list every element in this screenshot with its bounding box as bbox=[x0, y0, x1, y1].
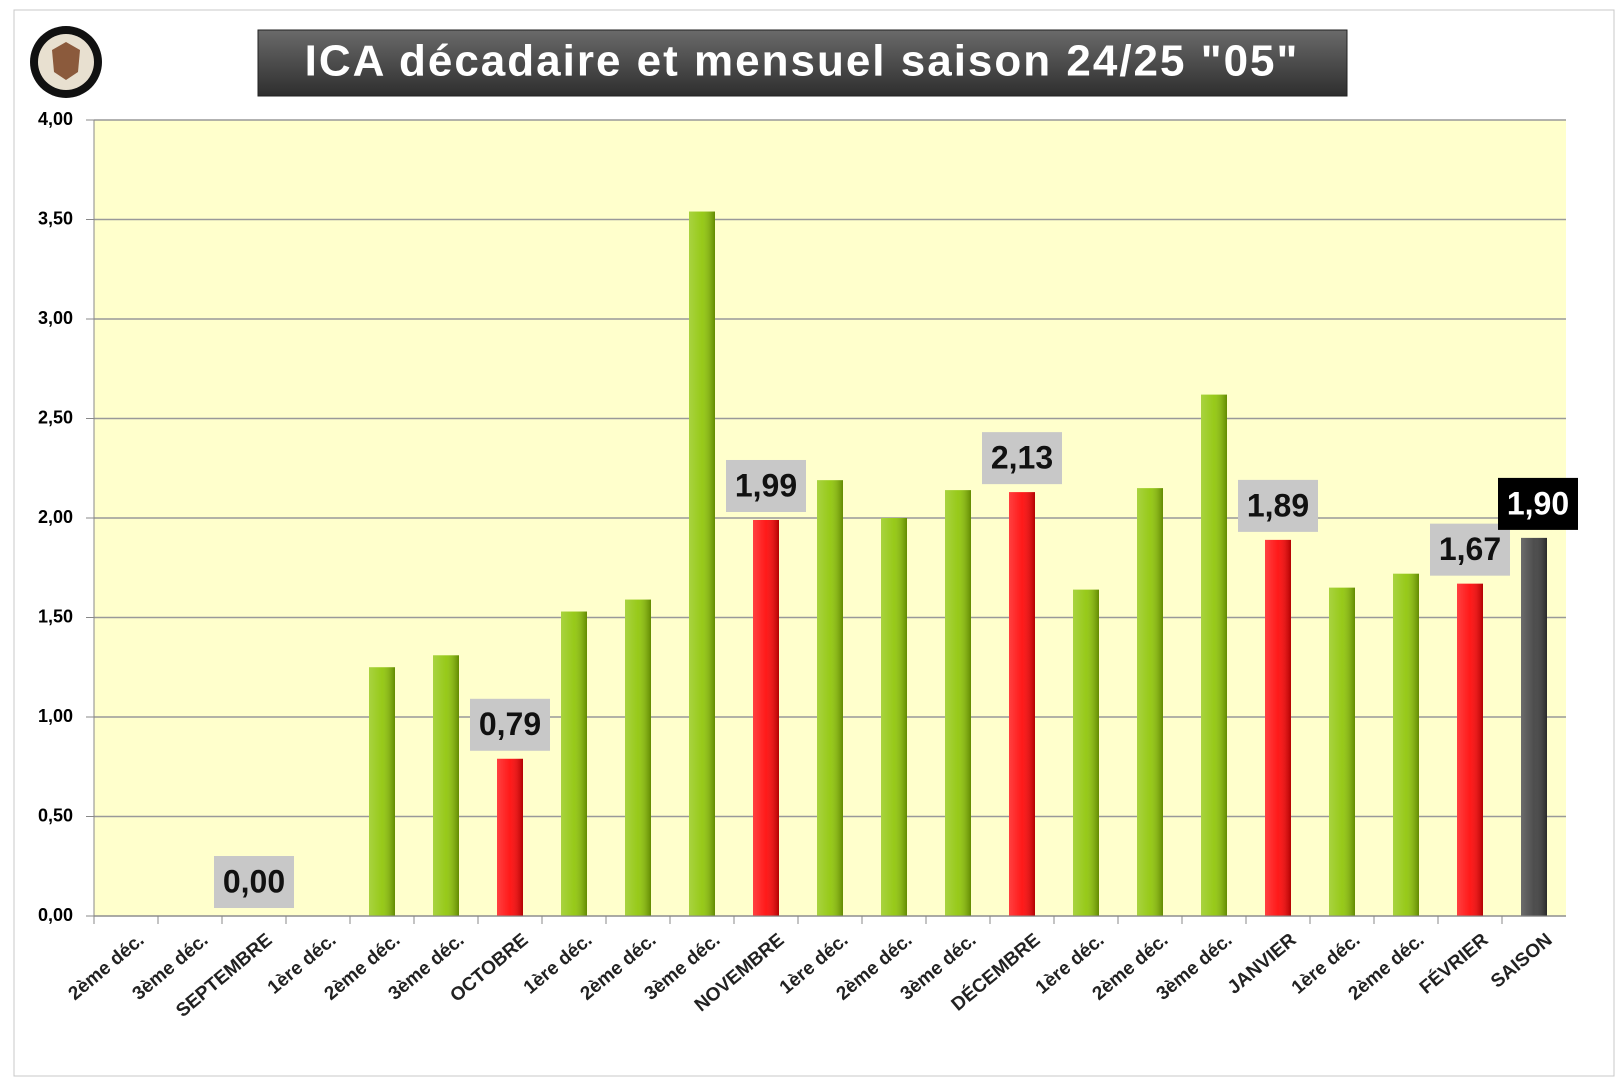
bar-shade bbox=[369, 667, 395, 916]
bar-shade bbox=[1073, 589, 1099, 916]
y-tick-label: 2,50 bbox=[38, 407, 73, 427]
bar-shade bbox=[1009, 492, 1035, 916]
bar-shade bbox=[1393, 573, 1419, 916]
bar-shade bbox=[689, 211, 715, 917]
logo bbox=[30, 26, 102, 98]
value-label-box bbox=[726, 459, 806, 512]
value-label: 1,67 bbox=[1439, 531, 1501, 567]
value-label-box bbox=[1498, 477, 1578, 530]
value-label-box bbox=[214, 856, 294, 908]
y-tick-label: 2,00 bbox=[38, 507, 73, 527]
y-tick-label: 1,50 bbox=[38, 606, 73, 626]
bar-shade bbox=[497, 758, 523, 916]
y-tick-label: 4,00 bbox=[38, 109, 73, 129]
bar-shade bbox=[1521, 537, 1547, 916]
y-tick-label: 3,00 bbox=[38, 308, 73, 328]
bar-shade bbox=[1137, 488, 1163, 916]
value-label: 0,79 bbox=[479, 706, 541, 742]
value-label: 1,90 bbox=[1507, 485, 1569, 521]
value-label: 2,13 bbox=[991, 440, 1053, 476]
value-label-box bbox=[1430, 523, 1510, 576]
bar-shade bbox=[625, 599, 651, 916]
value-label: 0,00 bbox=[223, 863, 285, 899]
y-tick-label: 0,00 bbox=[38, 905, 73, 925]
bar-shade bbox=[1201, 394, 1227, 916]
value-label: 1,89 bbox=[1247, 487, 1309, 523]
bar-shade bbox=[1329, 587, 1355, 916]
value-label-box bbox=[1238, 479, 1318, 532]
y-tick-label: 1,00 bbox=[38, 706, 73, 726]
bar-shade bbox=[561, 611, 587, 916]
bar-shade bbox=[753, 519, 779, 916]
title-box bbox=[257, 29, 1348, 97]
bar-shade bbox=[1265, 539, 1291, 916]
bar-shade bbox=[881, 518, 907, 916]
bar-shade bbox=[1457, 583, 1483, 916]
value-label-box bbox=[470, 698, 550, 751]
y-tick-label: 0,50 bbox=[38, 805, 73, 825]
value-label-box bbox=[982, 432, 1062, 485]
y-tick-label: 3,50 bbox=[38, 208, 73, 228]
chart-title: ICA décadaire et mensuel saison 24/25 "0… bbox=[305, 37, 1300, 86]
value-label: 1,99 bbox=[735, 467, 797, 503]
bar-shade bbox=[433, 655, 459, 916]
bar-shade bbox=[945, 490, 971, 916]
bar-shade bbox=[817, 480, 843, 916]
